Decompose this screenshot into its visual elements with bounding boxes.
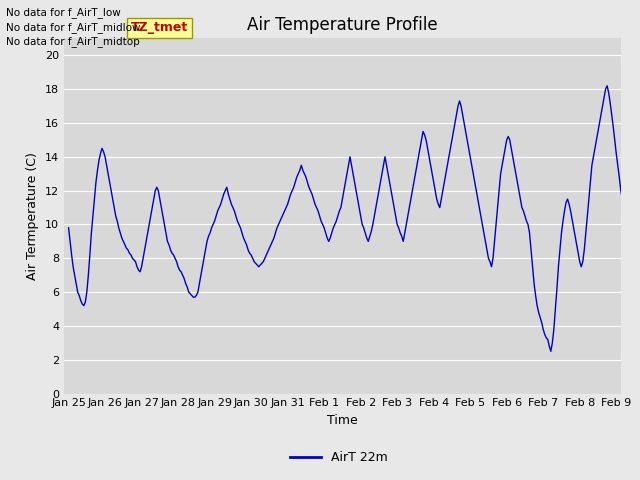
Text: No data for f_AirT_low: No data for f_AirT_low — [6, 7, 121, 18]
Title: Air Temperature Profile: Air Temperature Profile — [247, 16, 438, 34]
Text: TZ_tmet: TZ_tmet — [131, 21, 188, 34]
Text: No data for f_AirT_midtop: No data for f_AirT_midtop — [6, 36, 140, 47]
X-axis label: Time: Time — [327, 414, 358, 427]
Y-axis label: Air Termperature (C): Air Termperature (C) — [26, 152, 40, 280]
Text: No data for f_AirT_midlow: No data for f_AirT_midlow — [6, 22, 141, 33]
Legend: AirT 22m: AirT 22m — [285, 446, 393, 469]
